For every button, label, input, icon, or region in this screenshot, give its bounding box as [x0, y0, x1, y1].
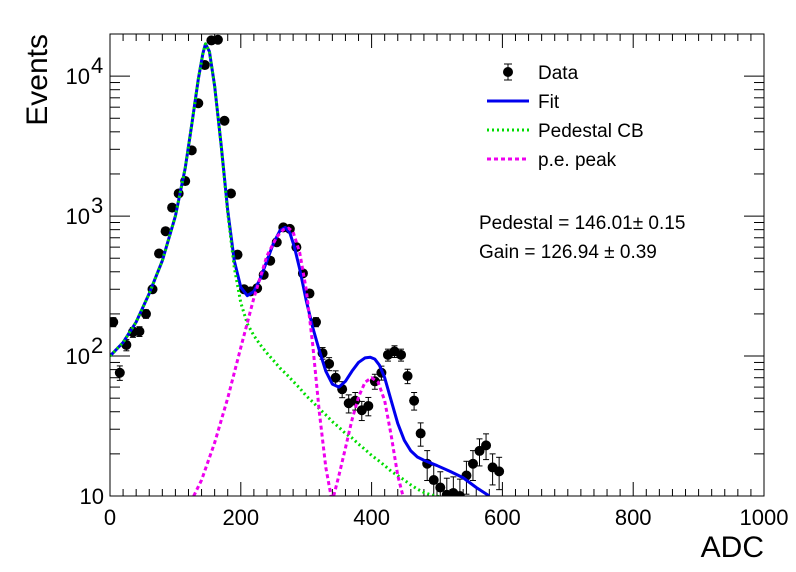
data-point [134, 326, 145, 337]
data-point [454, 478, 465, 496]
data-marker [481, 440, 492, 451]
data-marker [324, 358, 335, 369]
data-point [415, 422, 426, 447]
x-tick-label: 200 [222, 505, 259, 530]
data-marker [134, 326, 145, 337]
data-marker [114, 367, 125, 378]
axis-ticks [109, 33, 765, 497]
data-marker [363, 400, 374, 411]
data-marker [474, 445, 485, 456]
data-marker [396, 349, 407, 360]
data-point [225, 188, 236, 199]
data-marker [494, 466, 505, 477]
data-marker [402, 371, 413, 382]
y-axis-label: Events [21, 34, 54, 126]
data-point [435, 471, 446, 496]
series-line-fit [110, 42, 491, 496]
data-marker [154, 248, 165, 259]
y-tick-label: 10 4 [66, 53, 104, 89]
data-marker [409, 395, 420, 406]
data-point [219, 115, 230, 126]
x-axis-label: ADC [701, 531, 764, 564]
svg-text:10: 10 [66, 344, 90, 369]
data-marker [212, 34, 223, 45]
y-tick-label: 10 [80, 484, 104, 509]
series-line-p-e-peak [192, 226, 333, 496]
data-marker [167, 202, 178, 213]
legend-entry: Data [503, 63, 579, 84]
data-marker [330, 372, 341, 383]
data-marker [435, 482, 446, 493]
data-marker [415, 428, 426, 439]
data-marker [110, 317, 119, 328]
x-tick-label: 0 [104, 505, 116, 530]
data-point [494, 456, 505, 491]
legend-label: Fit [538, 92, 560, 113]
plot-area [110, 34, 505, 496]
annotation-gain: Gain = 126.94 ± 0.39 [479, 242, 657, 263]
y-tick-label: 10 2 [66, 333, 104, 369]
legend-entry: Fit [487, 92, 560, 113]
data-point [474, 438, 485, 467]
series-line-p-e-peak [332, 376, 405, 496]
svg-text:4: 4 [91, 53, 103, 78]
data-marker [454, 491, 465, 496]
data-marker [160, 226, 171, 237]
y-tick-label: 10 3 [66, 193, 104, 229]
data-point [154, 248, 165, 259]
data-point [402, 368, 413, 385]
svg-text:10: 10 [66, 204, 90, 229]
data-point [481, 433, 492, 461]
data-point [409, 391, 420, 411]
data-marker [467, 458, 478, 469]
data-point [363, 396, 374, 417]
x-tick-label: 600 [484, 505, 521, 530]
data-marker [140, 308, 151, 319]
data-point [396, 348, 407, 362]
legend-label: p.e. peak [538, 150, 617, 171]
svg-text:2: 2 [91, 333, 103, 358]
data-point [467, 450, 478, 482]
series-line-pedestal-cb [110, 42, 442, 496]
legend-entry: p.e. peak [487, 150, 617, 171]
legend-label: Data [538, 63, 579, 84]
data-point [110, 317, 119, 328]
legend-marker [503, 67, 513, 77]
series-data [110, 34, 505, 496]
data-point [140, 308, 151, 319]
svg-text:10: 10 [66, 64, 90, 89]
x-tick-label: 400 [353, 505, 390, 530]
legend: Data Fit Pedestal CB p.e. peak [487, 63, 644, 171]
data-point [212, 34, 223, 45]
data-point [160, 226, 171, 237]
x-tick-label: 1000 [740, 505, 789, 530]
legend-label: Pedestal CB [538, 121, 644, 142]
svg-text:3: 3 [91, 193, 103, 218]
data-point [167, 202, 178, 213]
svg-text:10: 10 [80, 484, 104, 509]
legend-entry: Pedestal CB [487, 121, 644, 142]
data-point [324, 357, 335, 372]
data-point [422, 450, 433, 482]
data-point [114, 365, 125, 381]
annotation-pedestal: Pedestal = 146.01± 0.15 [479, 213, 685, 234]
data-marker [428, 475, 439, 486]
data-marker [225, 188, 236, 199]
x-tick-label: 800 [615, 505, 652, 530]
plot-frame [109, 33, 765, 497]
data-marker [219, 115, 230, 126]
